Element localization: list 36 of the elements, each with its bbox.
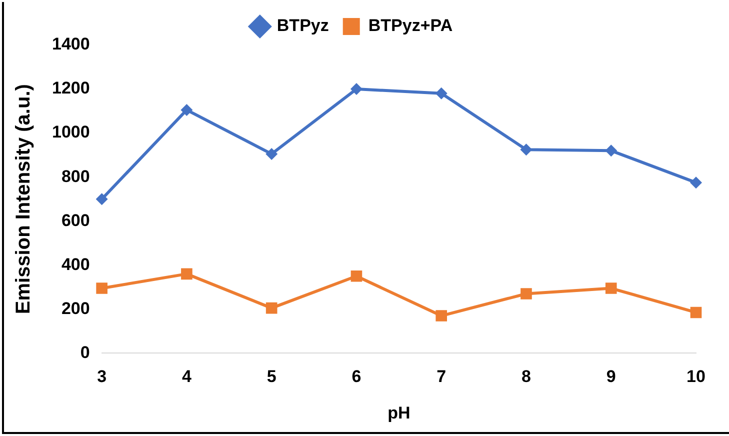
y-tick-label: 400	[61, 254, 90, 274]
y-tick-label: 800	[61, 166, 90, 186]
point	[181, 268, 192, 280]
point	[266, 148, 278, 160]
y-tick-label: 1000	[52, 122, 90, 142]
x-tick-label: 4	[182, 367, 192, 386]
y-axis-title: Emission Intensity (a.u.)	[12, 84, 35, 314]
x-tick-label: 3	[97, 367, 107, 386]
y-tick-label: 200	[61, 298, 90, 318]
x-tick-label: 8	[522, 367, 531, 386]
point	[96, 282, 108, 294]
point	[690, 306, 702, 318]
x-tick-label: 6	[352, 367, 362, 386]
point	[605, 282, 617, 294]
x-tick-label: 7	[436, 367, 446, 386]
y-tick-label: 600	[61, 210, 90, 230]
y-tick-label: 0	[80, 342, 90, 362]
legend-label: BTPyz+PA	[368, 16, 453, 36]
y-tick-label: 1400	[52, 34, 90, 54]
point	[350, 270, 362, 282]
x-tick-label: 10	[686, 367, 706, 386]
point	[435, 87, 448, 100]
point	[520, 144, 532, 156]
legend-label: BTPyz	[276, 16, 329, 36]
y-tick-label: 1200	[52, 78, 90, 98]
point	[690, 176, 702, 189]
point	[436, 310, 448, 322]
point	[180, 104, 193, 116]
point	[266, 302, 278, 314]
point	[350, 83, 362, 96]
point	[96, 193, 108, 206]
point	[520, 288, 532, 300]
x-tick-label: 9	[606, 367, 616, 386]
point	[605, 144, 618, 157]
x-axis-title: pH	[388, 403, 410, 422]
x-tick-label: 5	[266, 367, 276, 386]
